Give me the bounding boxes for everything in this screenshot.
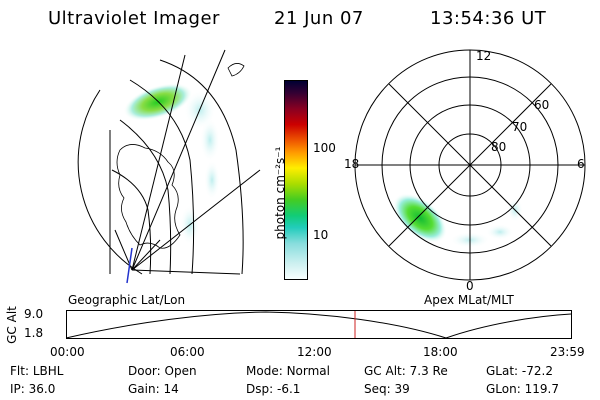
status-seq: Seq: 39: [364, 382, 410, 396]
time-tick-0000: 00:00: [50, 345, 85, 359]
time-tick-2359: 23:59: [550, 345, 585, 359]
altitude-strip-plot: [66, 310, 572, 339]
time-label: 13:54:36 UT: [430, 8, 547, 29]
status-gain: Gain: 14: [128, 382, 179, 396]
geo-grid: [77, 49, 261, 275]
status-glon: GLon: 119.7: [486, 382, 559, 396]
lat-label-60: 60: [534, 98, 550, 112]
coastline: [116, 63, 245, 249]
mlt-label-12: 12: [476, 49, 492, 63]
aurora-emission-right: [392, 193, 523, 248]
apex-panel-label: Apex MLat/MLT: [424, 293, 514, 307]
time-tick-0600: 06:00: [170, 345, 205, 359]
colorbar-tick-10: 10: [313, 228, 329, 242]
status-door: Door: Open: [128, 364, 197, 378]
lat-label-80: 80: [491, 140, 507, 154]
colorbar-tick-100: 100: [313, 141, 336, 155]
status-gc-alt: GC Alt: 7.3 Re: [364, 364, 448, 378]
time-tick-1200: 12:00: [297, 345, 332, 359]
lat-label-70: 70: [512, 120, 528, 134]
alt-tick-1-8: 1.8: [24, 326, 44, 340]
mlt-label-0: 0: [466, 279, 474, 293]
status-mode: Mode: Normal: [246, 364, 330, 378]
alt-tick-9: 9.0: [24, 307, 44, 321]
polar-grid: [354, 49, 586, 281]
date-label: 21 Jun 07: [274, 8, 364, 29]
time-tick-1800: 18:00: [423, 345, 458, 359]
app-title: Ultraviolet Imager: [48, 8, 220, 29]
gc-alt-axis-label: GC Alt: [5, 306, 19, 344]
altitude-curve: [66, 311, 572, 339]
mlt-label-18: 18: [344, 157, 360, 171]
status-dsp: Dsp: -6.1: [246, 382, 301, 396]
colorbar: [284, 80, 308, 280]
geographic-panel-label: Geographic Lat/Lon: [68, 293, 186, 307]
mlt-label-6: 6: [577, 157, 585, 171]
status-filter: Flt: LBHL: [10, 364, 64, 378]
status-ip: IP: 36.0: [10, 382, 56, 396]
nadir-line: [126, 247, 133, 284]
status-glat: GLat: -72.2: [486, 364, 553, 378]
